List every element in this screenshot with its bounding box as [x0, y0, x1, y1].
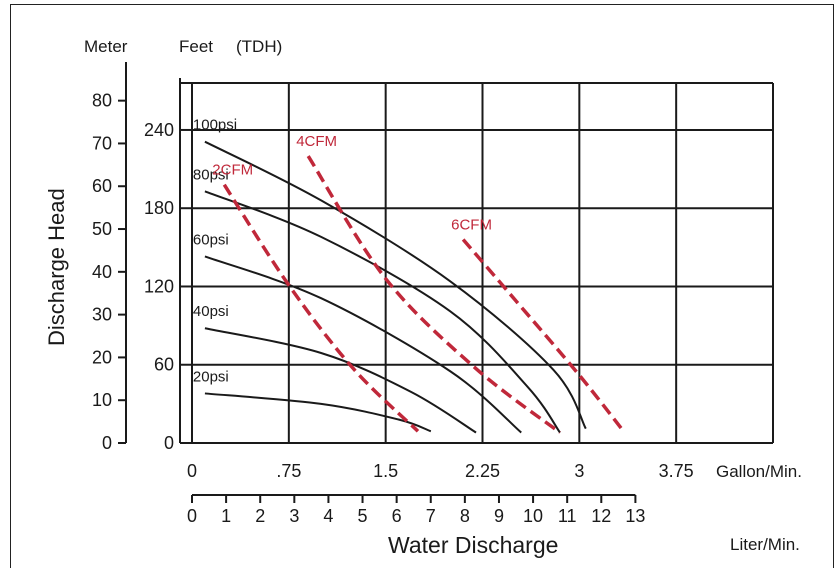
gpm-tick-label: .75: [276, 461, 301, 481]
gpm-unit-label: Gallon/Min.: [716, 462, 802, 481]
feet-tick-label: 180: [144, 198, 174, 218]
psi-curve-60psi: [204, 255, 522, 434]
gpm-tick-label: 0: [187, 461, 197, 481]
lpm-tick-label: 7: [426, 506, 436, 526]
cfm-label: 6CFM: [451, 217, 492, 234]
lpm-tick-label: 6: [392, 506, 402, 526]
gpm-tick-label: 1.5: [373, 461, 398, 481]
lpm-tick-label: 9: [494, 506, 504, 526]
lpm-tick-label: 10: [523, 506, 543, 526]
series-group: [204, 140, 626, 434]
cfm-label: 4CFM: [296, 133, 337, 150]
cfm-curve-4cfm: [306, 155, 562, 434]
lpm-unit-label: Liter/Min.: [730, 535, 800, 554]
lpm-tick-label: 3: [289, 506, 299, 526]
meter-tick-label: 40: [92, 262, 112, 282]
meter-tick-label: 70: [92, 133, 112, 153]
cfm-curve-6cfm: [461, 238, 626, 434]
x-axis-title: Water Discharge: [388, 532, 558, 558]
feet-tick-label: 60: [154, 355, 174, 375]
lpm-tick-label: 11: [558, 506, 577, 526]
meter-tick-label: 50: [92, 219, 112, 239]
meter-tick-label: 80: [92, 91, 112, 111]
psi-label: 40psi: [193, 303, 229, 320]
tdh-unit-label: (TDH): [236, 37, 282, 56]
meter-tick-label: 0: [102, 433, 112, 453]
meter-tick-label: 20: [92, 347, 112, 367]
psi-label: 80psi: [193, 166, 229, 183]
chart-frame: [10, 4, 834, 568]
feet-unit-label: Feet: [179, 37, 213, 56]
psi-curve-100psi: [204, 140, 587, 430]
lpm-tick-label: 2: [255, 506, 265, 526]
lpm-tick-label: 12: [591, 506, 611, 526]
lpm-tick-label: 0: [187, 506, 197, 526]
psi-curve-20psi: [204, 392, 432, 433]
cfm-label: 2CFM: [212, 162, 253, 179]
meter-tick-label: 60: [92, 176, 112, 196]
gpm-tick-label: 3.75: [659, 461, 694, 481]
meter-tick-label: 10: [92, 390, 112, 410]
meter-unit-label: Meter: [84, 37, 128, 56]
psi-curve-80psi: [204, 190, 561, 434]
lpm-tick-label: 13: [625, 506, 645, 526]
axes: [118, 62, 637, 503]
grid: [180, 82, 774, 444]
psi-curve-40psi: [204, 327, 477, 434]
feet-tick-label: 0: [164, 433, 174, 453]
y-axis-title: Discharge Head: [44, 188, 69, 346]
lpm-tick-label: 8: [460, 506, 470, 526]
psi-label: 20psi: [193, 368, 229, 385]
gpm-tick-label: 2.25: [465, 461, 500, 481]
lpm-tick-label: 1: [221, 506, 231, 526]
cfm-curve-2cfm: [222, 183, 420, 433]
gpm-tick-label: 3: [574, 461, 584, 481]
meter-tick-label: 30: [92, 305, 112, 325]
lpm-tick-label: 4: [323, 506, 333, 526]
lpm-tick-label: 5: [358, 506, 368, 526]
feet-tick-label: 240: [144, 120, 174, 140]
psi-label: 100psi: [193, 117, 237, 134]
feet-tick-label: 120: [144, 276, 174, 296]
psi-label: 60psi: [193, 231, 229, 248]
